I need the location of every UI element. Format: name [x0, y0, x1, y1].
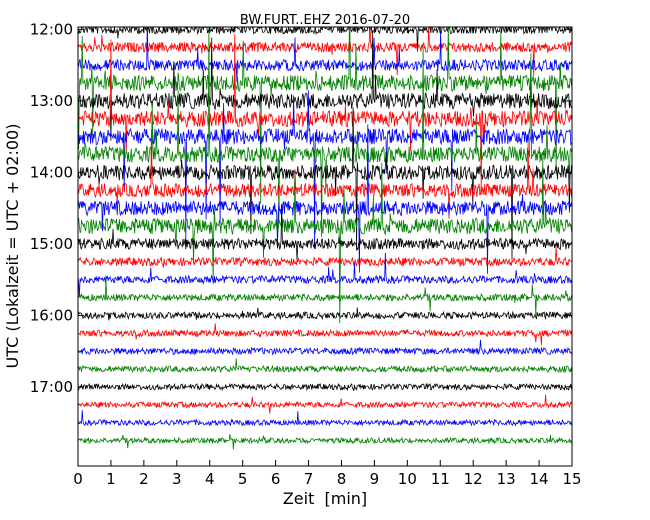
- plot-frame: [77, 26, 573, 467]
- trace-1445: [78, 156, 572, 324]
- y-tick-label: 15:00: [30, 235, 73, 253]
- x-tick-label: 9: [370, 470, 380, 488]
- trace-1630: [78, 339, 572, 356]
- y-tick-label: 14:00: [30, 163, 73, 181]
- y-tick-label: 12:00: [30, 20, 73, 38]
- trace-1315: [78, 34, 572, 190]
- x-tick-label: 4: [205, 470, 215, 488]
- trace-layer: [78, 27, 572, 450]
- trace-1345: [78, 27, 572, 237]
- trace-1400: [78, 107, 572, 260]
- x-tick-label: 2: [139, 470, 149, 488]
- trace-1730: [78, 410, 572, 427]
- y-tick-label: 17:00: [30, 378, 73, 396]
- x-tick-label: 11: [431, 470, 450, 488]
- x-tick-label: 6: [271, 470, 281, 488]
- trace-1615: [78, 323, 572, 346]
- trace-1715: [78, 394, 572, 414]
- x-tick-label: 3: [172, 470, 182, 488]
- trace-1545: [78, 277, 572, 315]
- trace-1330: [78, 90, 572, 249]
- trace-1530: [78, 252, 572, 298]
- trace-1415: [78, 129, 572, 219]
- trace-1245: [78, 27, 572, 205]
- y-tick-label: 13:00: [30, 92, 73, 110]
- y-tick-label: 16:00: [30, 306, 73, 324]
- x-axis-label: Zeit [min]: [283, 489, 367, 508]
- trace-1430: [78, 124, 572, 274]
- x-tick-label: 7: [304, 470, 314, 488]
- x-tick-label: 10: [398, 470, 417, 488]
- trace-1600: [78, 307, 572, 321]
- chart-title: BW.FURT..EHZ 2016-07-20: [240, 13, 410, 28]
- x-tick-label: 15: [562, 470, 581, 488]
- trace-1300: [78, 31, 572, 141]
- x-tick-label: 5: [238, 470, 248, 488]
- trace-1700: [78, 382, 572, 392]
- trace-1745: [78, 433, 572, 450]
- trace-1645: [78, 358, 572, 374]
- trace-1500: [78, 203, 572, 262]
- x-tick-label: 8: [337, 470, 347, 488]
- x-tick-label: 0: [73, 470, 83, 488]
- trace-1515: [78, 246, 572, 268]
- x-axis-ticks: 0 1 2 3 4 5 6 7 8 9 10 11 12 13 14 15: [73, 27, 582, 488]
- trace-1230: [78, 27, 572, 83]
- trace-1215: [78, 27, 572, 76]
- x-tick-label: 1: [106, 470, 116, 488]
- x-tick-label: 13: [497, 470, 516, 488]
- y-axis-label: UTC (Lokalzeit = UTC + 02:00): [3, 124, 22, 369]
- x-tick-label: 14: [530, 470, 549, 488]
- y-axis-ticks: 12:00 13:00 14:00 15:00 16:00 17:00: [30, 20, 572, 396]
- x-tick-label: 12: [464, 470, 483, 488]
